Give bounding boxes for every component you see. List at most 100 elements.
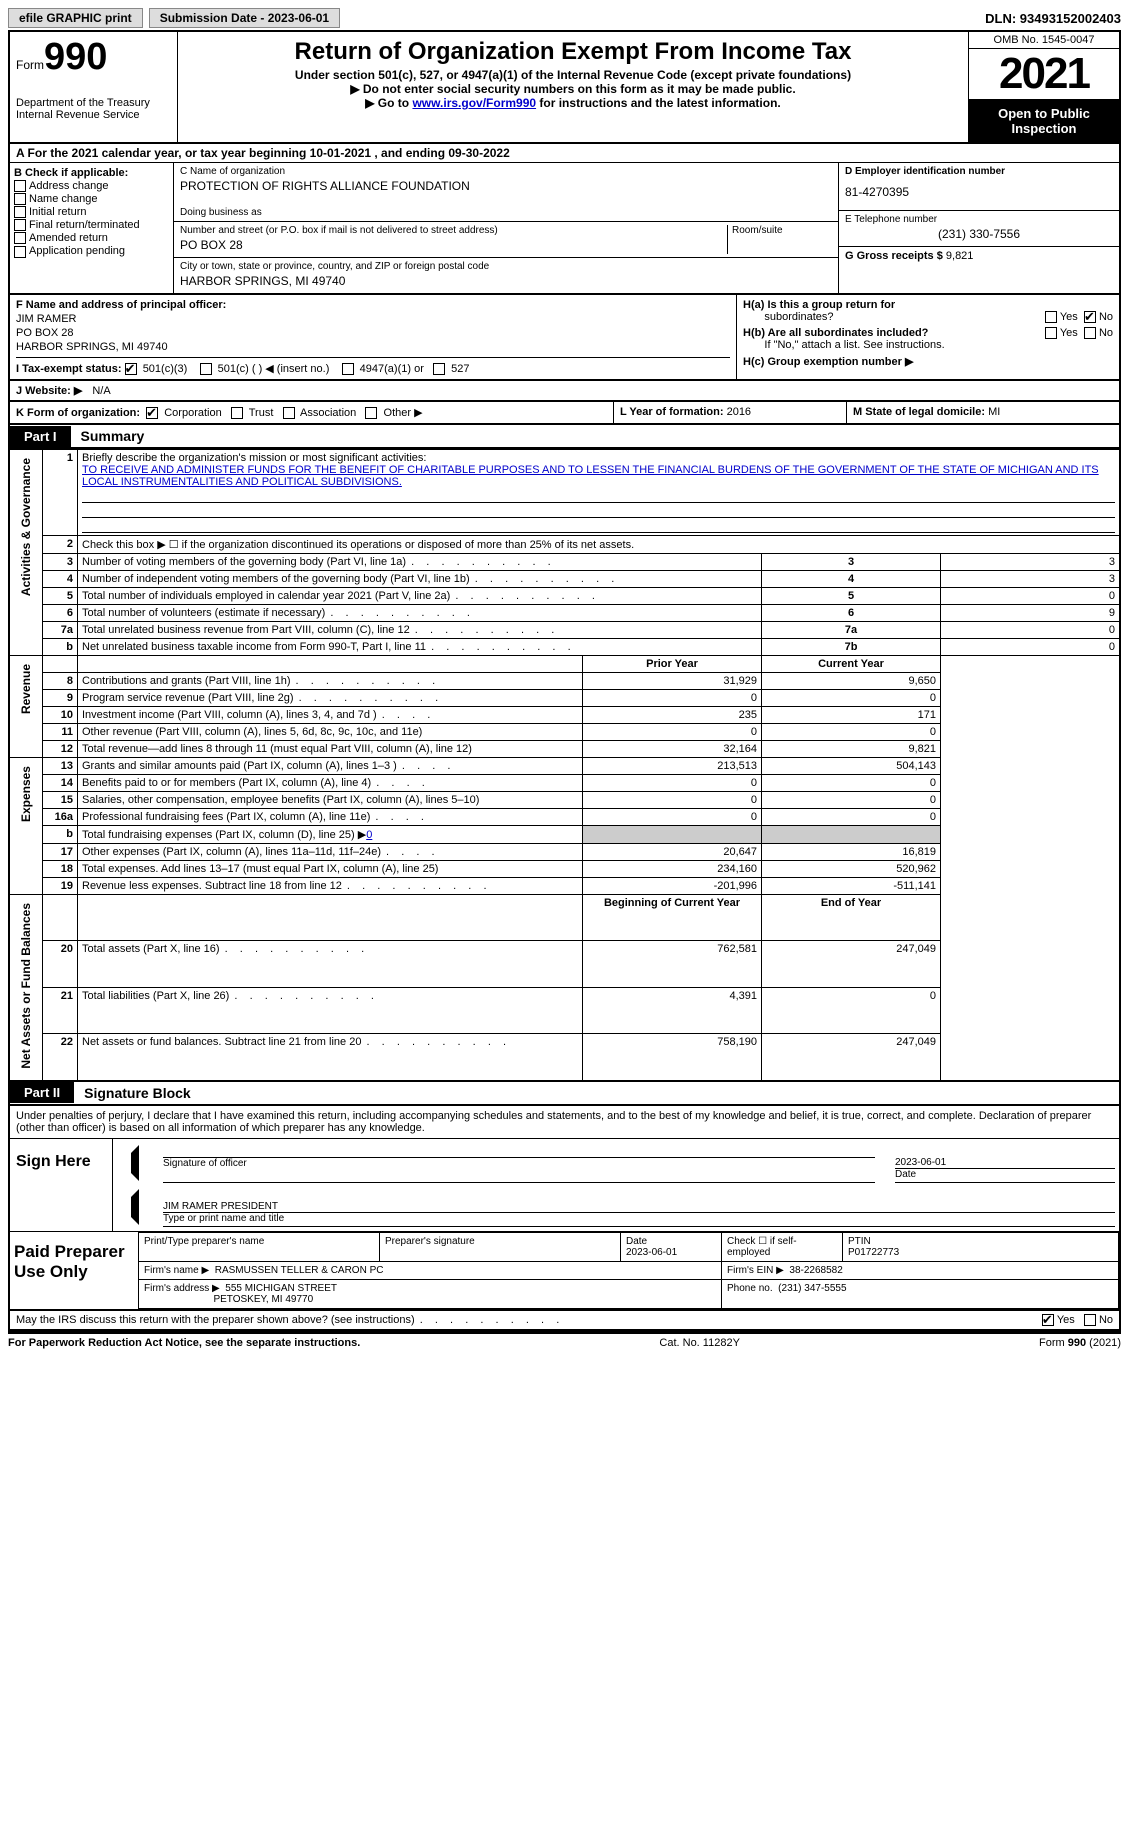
line-18-current: 520,962 xyxy=(762,861,941,878)
firm-phone-lbl: Phone no. xyxy=(727,1283,773,1294)
part-i-header: Part I Summary xyxy=(8,425,1121,449)
line-16a-prior: 0 xyxy=(583,809,762,826)
header-middle: Return of Organization Exempt From Incom… xyxy=(178,32,969,142)
line-19-num: 19 xyxy=(43,878,78,895)
chk-name-label: Name change xyxy=(29,193,98,205)
f-label: F Name and address of principal officer: xyxy=(16,299,730,311)
year-formation: 2016 xyxy=(727,406,751,418)
line-17-prior: 20,647 xyxy=(583,844,762,861)
line-15-desc: Salaries, other compensation, employee b… xyxy=(78,792,583,809)
line-9-prior: 0 xyxy=(583,690,762,707)
chk-name-change[interactable]: Name change xyxy=(14,193,169,205)
dln-label: DLN: 93493152002403 xyxy=(985,11,1121,26)
hb-no[interactable] xyxy=(1084,327,1096,339)
goto-suffix: for instructions and the latest informat… xyxy=(536,96,781,110)
line-5-num: 5 xyxy=(43,588,78,605)
sig-arrow-icon xyxy=(121,1145,139,1181)
chk-application-pending[interactable]: Application pending xyxy=(14,245,169,257)
form-subtitle: Under section 501(c), 527, or 4947(a)(1)… xyxy=(182,68,964,82)
chk-final-return[interactable]: Final return/terminated xyxy=(14,219,169,231)
chk-4947[interactable] xyxy=(342,363,354,375)
hb-yes[interactable] xyxy=(1045,327,1057,339)
line-19-desc: Revenue less expenses. Subtract line 18 … xyxy=(78,878,583,895)
chk-501c3[interactable] xyxy=(125,363,137,375)
l-year: L Year of formation: 2016 xyxy=(614,402,847,423)
chk-other[interactable] xyxy=(365,407,377,419)
irs-form990-link[interactable]: www.irs.gov/Form990 xyxy=(412,96,536,110)
c-name-label: C Name of organization xyxy=(180,166,832,177)
website-value: N/A xyxy=(92,385,110,397)
yes-label: Yes xyxy=(1060,311,1078,323)
line-21-beg: 4,391 xyxy=(583,987,762,1033)
line-3-val: 3 xyxy=(941,554,1121,571)
opt-4947: 4947(a)(1) or xyxy=(360,363,424,375)
chk-initial-return[interactable]: Initial return xyxy=(14,206,169,218)
side-revenue: Revenue xyxy=(9,656,43,758)
officer-signature-line[interactable]: Signature of officer xyxy=(163,1143,875,1183)
ptin-val: P01722773 xyxy=(848,1247,899,1258)
line-12-prior: 32,164 xyxy=(583,741,762,758)
line-4-val: 3 xyxy=(941,571,1121,588)
sign-here-row: Sign Here Signature of officer 2023-06-0… xyxy=(10,1138,1119,1231)
chk-corporation[interactable] xyxy=(146,407,158,419)
chk-address-change[interactable]: Address change xyxy=(14,180,169,192)
line-22-beg: 758,190 xyxy=(583,1033,762,1081)
line-10-desc: Investment income (Part VIII, column (A)… xyxy=(78,707,583,724)
discuss-no[interactable] xyxy=(1084,1314,1096,1326)
paid-preparer-label: Paid Preparer Use Only xyxy=(10,1232,139,1309)
ssn-warning: Do not enter social security numbers on … xyxy=(182,82,964,96)
street-label: Number and street (or P.O. box if mail i… xyxy=(180,225,723,236)
fundraising-value[interactable]: 0 xyxy=(366,829,372,841)
b-header: B Check if applicable: xyxy=(14,167,169,179)
tax-year: 2021 xyxy=(969,49,1119,100)
line-11-desc: Other revenue (Part VIII, column (A), li… xyxy=(78,724,583,741)
line-16b-num: b xyxy=(43,826,78,844)
hb-row: H(b) Are all subordinates included? Yes … xyxy=(743,327,1113,351)
line-2-desc: Check this box ▶ ☐ if the organization d… xyxy=(78,536,1121,554)
mission-text[interactable]: TO RECEIVE AND ADMINISTER FUNDS FOR THE … xyxy=(82,464,1099,488)
chk-trust[interactable] xyxy=(231,407,243,419)
line-22-end: 247,049 xyxy=(762,1033,941,1081)
firm-ein-cell: Firm's EIN ▶ 38-2268582 xyxy=(722,1261,1119,1279)
f-officer: F Name and address of principal officer:… xyxy=(10,295,736,379)
line-16a-desc: Professional fundraising fees (Part IX, … xyxy=(78,809,583,826)
ha-no[interactable] xyxy=(1084,311,1096,323)
firm-addr2: PETOSKEY, MI 49770 xyxy=(213,1294,313,1305)
firm-addr-cell: Firm's address ▶ 555 MICHIGAN STREET PET… xyxy=(139,1279,722,1308)
submission-date-button[interactable]: Submission Date - 2023-06-01 xyxy=(149,8,340,28)
line-21-desc: Total liabilities (Part X, line 26) xyxy=(78,987,583,1033)
line-7a-desc: Total unrelated business revenue from Pa… xyxy=(78,622,762,639)
prep-selfemp: Check ☐ if self-employed xyxy=(722,1232,843,1261)
discuss-row: May the IRS discuss this return with the… xyxy=(8,1311,1121,1331)
form-word: Form xyxy=(16,58,44,72)
efile-print-button[interactable]: efile GRAPHIC print xyxy=(8,8,143,28)
opt-trust: Trust xyxy=(249,407,274,419)
i-tax-exempt: I Tax-exempt status: 501(c)(3) 501(c) ( … xyxy=(16,357,730,375)
chk-527[interactable] xyxy=(433,363,445,375)
line-17-num: 17 xyxy=(43,844,78,861)
line-16a-current: 0 xyxy=(762,809,941,826)
part-i-title: Summary xyxy=(71,425,155,447)
firm-phone-cell: Phone no. (231) 347-5555 xyxy=(722,1279,1119,1308)
ha-yes[interactable] xyxy=(1045,311,1057,323)
form-title: Return of Organization Exempt From Incom… xyxy=(182,38,964,66)
firm-ein-lbl: Firm's EIN ▶ xyxy=(727,1265,784,1276)
chk-amended-label: Amended return xyxy=(29,232,108,244)
sign-date: 2023-06-01 xyxy=(895,1157,946,1168)
hb-label: H(b) Are all subordinates included? xyxy=(743,327,928,339)
gross-receipts-value: 9,821 xyxy=(946,250,974,262)
discuss-yes[interactable] xyxy=(1042,1314,1054,1326)
chk-association[interactable] xyxy=(283,407,295,419)
m-state: M State of legal domicile: MI xyxy=(847,402,1119,423)
prior-year-hdr: Prior Year xyxy=(583,656,762,673)
chk-amended-return[interactable]: Amended return xyxy=(14,232,169,244)
side-net-assets: Net Assets or Fund Balances xyxy=(9,895,43,1081)
line-21-end: 0 xyxy=(762,987,941,1033)
hdr2-blank-num xyxy=(43,895,78,941)
chk-501c[interactable] xyxy=(200,363,212,375)
opt-assoc: Association xyxy=(300,407,356,419)
row-a-calendar-year: A For the 2021 calendar year, or tax yea… xyxy=(8,144,1121,163)
line-14-num: 14 xyxy=(43,775,78,792)
line-10-num: 10 xyxy=(43,707,78,724)
line-20-desc: Total assets (Part X, line 16) xyxy=(78,941,583,987)
